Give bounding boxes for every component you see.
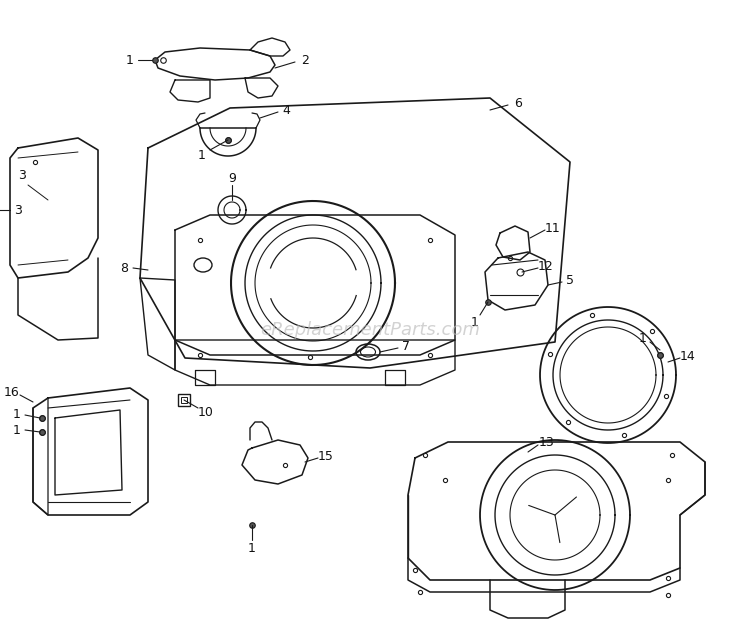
Text: 1: 1 bbox=[13, 424, 21, 437]
Bar bbox=[178, 394, 190, 406]
Text: 13: 13 bbox=[539, 435, 555, 448]
Bar bbox=[181, 397, 187, 403]
Text: 1: 1 bbox=[248, 542, 256, 554]
Text: 9: 9 bbox=[228, 171, 236, 184]
Text: 4: 4 bbox=[282, 104, 290, 117]
Text: 3: 3 bbox=[14, 204, 22, 216]
Text: 12: 12 bbox=[538, 260, 554, 272]
Text: 1: 1 bbox=[639, 332, 647, 345]
Text: eReplacementParts.com: eReplacementParts.com bbox=[260, 321, 480, 339]
Text: 16: 16 bbox=[4, 386, 20, 399]
Text: 10: 10 bbox=[198, 406, 214, 419]
Text: 1: 1 bbox=[471, 316, 479, 328]
Text: 3: 3 bbox=[18, 169, 26, 182]
Text: 7: 7 bbox=[402, 339, 410, 352]
Text: 14: 14 bbox=[680, 350, 696, 363]
Text: 5: 5 bbox=[566, 274, 574, 287]
Text: 1: 1 bbox=[13, 408, 21, 422]
Text: 8: 8 bbox=[120, 261, 128, 274]
Text: 2: 2 bbox=[301, 53, 309, 66]
Text: 15: 15 bbox=[318, 450, 334, 462]
Text: 1: 1 bbox=[198, 149, 206, 162]
Text: 1: 1 bbox=[126, 53, 134, 66]
Text: 6: 6 bbox=[514, 97, 522, 109]
Text: 11: 11 bbox=[545, 222, 561, 234]
